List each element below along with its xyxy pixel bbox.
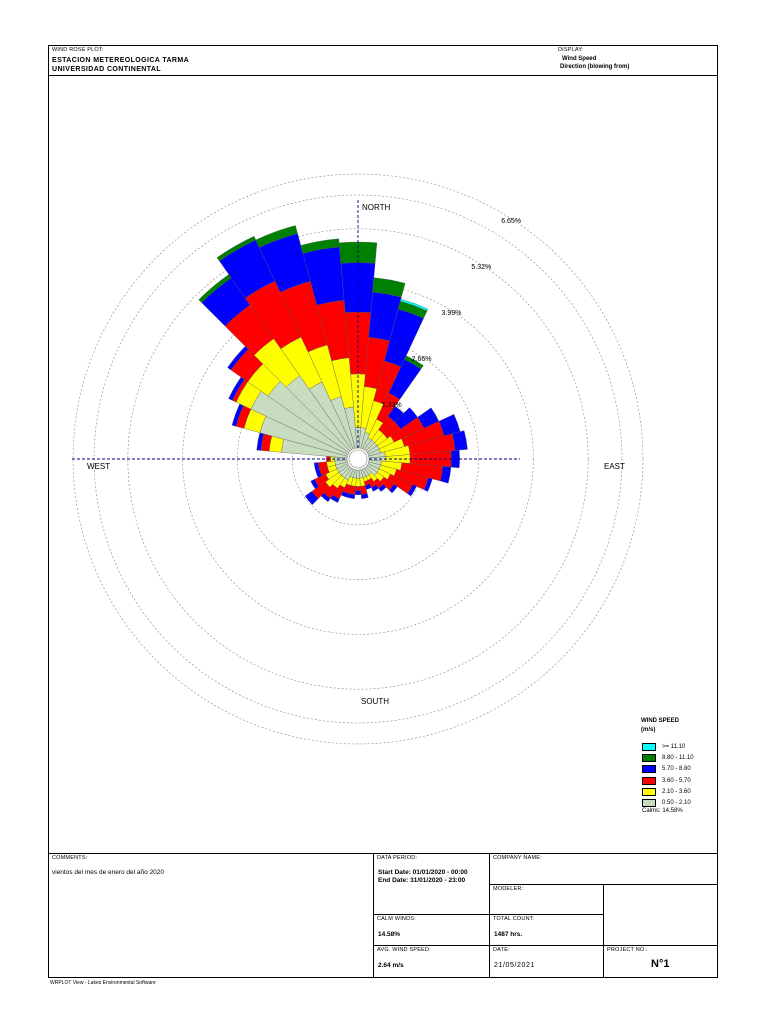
calm-label: CALM WINDS: xyxy=(377,916,416,922)
petal-260-bin-3 xyxy=(314,462,320,471)
petal-350-bin-4 xyxy=(300,238,340,254)
data-period-label: DATA PERIOD: xyxy=(377,855,418,861)
software-footer: WRPLOT View - Lakes Environmental Softwa… xyxy=(50,980,156,986)
ring-label-3: 3.99% xyxy=(442,310,462,317)
avg-speed-value: 2.64 m/s xyxy=(378,962,404,969)
legend-unit: (m/s) xyxy=(641,727,656,733)
petal-180-bin-3 xyxy=(354,490,362,495)
start-date: Start Date: 01/01/2020 - 00:00 xyxy=(378,869,468,876)
display-direction: Direction (blowing from) xyxy=(560,64,630,70)
legend-swatch xyxy=(642,754,656,763)
petal-240-bin-3 xyxy=(310,479,319,490)
north-label: NORTH xyxy=(362,203,391,212)
legend-swatch xyxy=(642,776,656,785)
legend-title: WIND SPEED xyxy=(641,718,680,724)
legend-calms: Calms: 14.58% xyxy=(642,808,683,814)
project-label: PROJECT NO.: xyxy=(607,947,648,953)
legend-label: 2.10 - 3.60 xyxy=(662,788,691,795)
project-value: N°1 xyxy=(651,958,670,970)
south-label: SOUTH xyxy=(361,697,389,706)
legend-label: >= 11.10 xyxy=(662,744,686,750)
end-date: End Date: 31/01/2020 - 23:00 xyxy=(378,877,466,884)
calm-value: 14.58% xyxy=(378,931,401,938)
display-label: DISPLAY: xyxy=(558,47,584,53)
legend-label: 5.70 - 8.80 xyxy=(662,766,691,773)
petal-330-bin-4 xyxy=(216,235,257,262)
petal-130-bin-3 xyxy=(388,483,398,494)
petal-150-bin-3 xyxy=(371,484,379,492)
petal-10-bin-4 xyxy=(372,277,406,298)
petal-30-bin-4 xyxy=(404,355,424,370)
legend-swatch xyxy=(642,787,656,796)
petal-140-bin-3 xyxy=(378,484,387,492)
comments-text: vientos del mes de enero del año 2020 xyxy=(52,869,165,876)
modeler-label: MODELER: xyxy=(493,886,524,892)
petal-80-bin-3 xyxy=(451,430,468,451)
ring-label-2: 2.66% xyxy=(412,356,432,363)
legend-swatch xyxy=(642,765,656,774)
ring-4 xyxy=(127,228,589,690)
company-label: COMPANY NAME: xyxy=(493,855,542,861)
ring-label-5: 6.65% xyxy=(501,218,521,225)
institution-name: UNIVERSIDAD CONTINENTAL xyxy=(52,66,162,73)
petal-170-bin-3 xyxy=(360,493,369,499)
ring-label-4: 5.32% xyxy=(471,264,491,271)
ring-3 xyxy=(182,283,534,635)
ring-5 xyxy=(72,173,644,745)
date-value: 21/05/2021 xyxy=(494,962,536,969)
east-label: EAST xyxy=(604,462,625,471)
ring-label-1: 1.33% xyxy=(382,402,402,409)
plot-frame xyxy=(48,45,718,978)
avg-speed-label: AVG. WIND SPEED: xyxy=(377,947,431,953)
legend-label: 3.60 - 5.70 xyxy=(662,777,691,784)
display-variable: Wind Speed xyxy=(562,56,597,62)
header-divider xyxy=(48,75,718,76)
west-label: WEST xyxy=(87,462,111,471)
date-label: DATE: xyxy=(493,947,510,953)
total-count-label: TOTAL COUNT: xyxy=(493,916,535,922)
legend-swatch xyxy=(642,743,656,751)
info-divider xyxy=(48,853,718,854)
legend-swatch xyxy=(642,799,656,807)
calm-circle xyxy=(348,449,368,469)
total-count-value: 1487 hrs. xyxy=(494,931,523,938)
petal-110-bin-3 xyxy=(423,477,433,492)
legend-label: 8.80 - 11.10 xyxy=(662,755,694,762)
petal-180-bin-2 xyxy=(355,486,361,491)
petal-20-bin-5 xyxy=(400,298,429,312)
petal-340-bin-4 xyxy=(255,225,298,248)
legend-label: 0.50 - 2.10 xyxy=(662,800,691,806)
plot-label: WIND ROSE PLOT: xyxy=(52,47,104,53)
petal-120-bin-3 xyxy=(407,484,417,497)
petal-230-bin-3 xyxy=(304,491,319,505)
station-name: ESTACION METEREOLOGICA TARMA xyxy=(52,57,190,64)
comments-label: COMMENTS: xyxy=(52,855,88,861)
petal-100-bin-3 xyxy=(440,466,452,484)
